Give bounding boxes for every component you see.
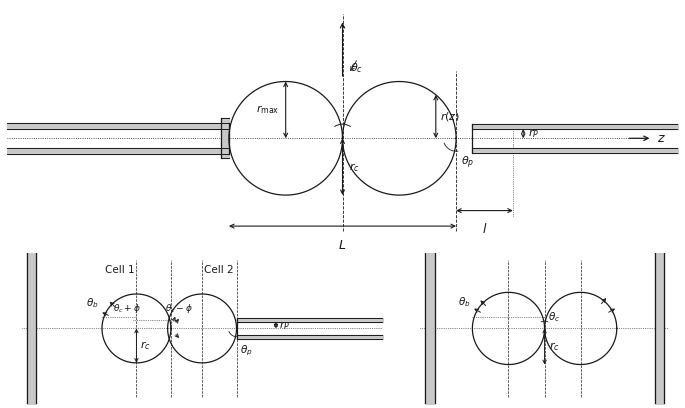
Text: $l$: $l$ [482, 222, 487, 236]
Text: Cell 2: Cell 2 [203, 265, 234, 275]
Text: $\theta_p$: $\theta_p$ [461, 155, 475, 171]
Text: Cell 1: Cell 1 [105, 265, 135, 275]
Text: $\theta_c+\phi$: $\theta_c+\phi$ [112, 302, 140, 315]
Text: $r_P$: $r_P$ [528, 127, 540, 140]
Text: $r_c$: $r_c$ [349, 162, 360, 174]
Text: $r_c$: $r_c$ [140, 339, 151, 352]
Text: $r_c$: $r_c$ [549, 340, 559, 353]
Text: $r(z)$: $r(z)$ [440, 110, 460, 123]
Text: $\theta_c$: $\theta_c$ [350, 62, 363, 75]
Text: $\theta_c-\phi$: $\theta_c-\phi$ [165, 302, 193, 315]
Text: $\theta_b$: $\theta_b$ [458, 295, 471, 309]
Text: $\theta_c$: $\theta_c$ [548, 310, 560, 324]
Text: $z$: $z$ [658, 132, 667, 145]
Text: $L$: $L$ [338, 239, 347, 252]
Text: $\theta_b$: $\theta_b$ [86, 297, 99, 310]
Text: $r_{\rm max}$: $r_{\rm max}$ [256, 104, 279, 116]
Text: $\theta_p$: $\theta_p$ [240, 343, 253, 357]
Text: $r_P$: $r_P$ [279, 319, 290, 332]
